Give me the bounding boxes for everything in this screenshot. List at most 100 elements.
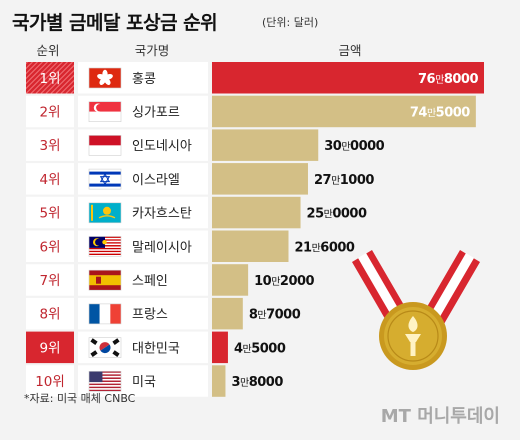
country-name: 프랑스 [132,308,168,323]
israel-flag-icon [88,168,122,190]
country-name: 홍콩 [132,72,156,87]
value-unit: 만 [427,107,436,119]
table-row: 3위 인도네시아 30만0000 [26,129,385,161]
spain-flag-icon [88,269,122,291]
france-flag-icon [88,303,122,325]
value-unit: 만 [240,377,249,389]
bar [212,264,249,296]
rank-label: 7위 [39,273,60,289]
value-rest: 6000 [320,240,355,255]
medal-inner-ring [387,310,439,362]
table-row: 8위 프랑스 8만7000 [26,297,301,330]
hong-kong-flag-icon [88,67,122,89]
table-row: 1위 홍콩 76만8000 [26,62,484,94]
value-unit: 만 [435,74,444,86]
value-unit: 만 [341,141,350,153]
medal-ribbon-right-stripe [430,253,474,320]
brand-logo: MT 머니투데이 [380,406,500,427]
rank-label: 6위 [39,239,60,255]
table-row: 9위 대한민국 4만5000 [26,331,286,364]
torch-handle [410,342,416,356]
rank-cell [26,230,74,262]
country-name: 카자흐스탄 [132,207,192,222]
rank-cell [26,163,74,195]
usa-flag-icon [88,370,122,392]
value-rest: 8000 [444,72,479,87]
bar [212,196,301,229]
value-label: 21만6000 [295,240,355,255]
rank-label: 1위 [39,71,60,87]
value-main: 74 [410,105,428,120]
rank-label: 10위 [35,374,65,390]
rank-hatch [45,64,74,94]
rank-cell [26,297,74,330]
value-main: 10 [254,274,272,289]
rank-label: 4위 [39,172,60,188]
value-label: 4만5000 [234,341,286,356]
rank-label: 5위 [39,206,60,222]
rank-hatch [26,62,38,75]
rank-hatch [30,62,63,94]
value-rest: 5000 [436,105,471,120]
value-label: 74만5000 [410,105,470,120]
singapore-flag-icon [88,101,122,122]
medal-ribbon-left-stripe [358,253,402,320]
country-name: 미국 [132,375,156,390]
malaysia-flag-icon [88,236,122,257]
value-label: 76만8000 [418,72,478,87]
value-rest: 2000 [280,274,315,289]
rank-cell [26,129,74,161]
table-row: 7위 스페인 10만2000 [26,264,315,296]
value-rest: 1000 [340,173,375,188]
gold-medal-icon [352,250,480,370]
bar [212,95,476,128]
rank-hatch [35,62,68,94]
rank-hatch [50,69,74,94]
rank-label: 2위 [39,104,60,120]
rank-cell [26,95,74,128]
rank-hatch [60,79,74,94]
value-unit: 만 [331,175,340,187]
bar [212,297,243,330]
table-row: 6위 말레이시아 21만6000 [26,230,355,262]
torch-flame-icon [408,316,418,332]
table-row: 5위 카자흐스탄 25만0000 [26,196,367,229]
value-label: 8만7000 [249,308,301,323]
country-name: 인도네시아 [132,139,192,154]
value-main: 3 [231,375,240,390]
indonesia-flag-icon [88,135,122,156]
rank-label: 9위 [39,340,60,356]
value-rest: 8000 [249,375,284,390]
rank-cell [26,264,74,296]
unit-note: (단위: 달러) [262,16,319,29]
table-row: 2위 싱가포르 74만5000 [26,95,476,128]
value-unit: 만 [324,209,333,221]
value-unit: 만 [271,276,280,288]
header-country: 국가명 [134,43,170,58]
rank-hatch [40,62,73,94]
table-row: 10위 미국 3만8000 [26,365,284,397]
header-amount: 금액 [338,43,362,58]
rank-hatch [26,62,28,65]
rank-cell [26,365,74,397]
rank-cell [26,331,74,364]
bar [212,331,228,364]
value-label: 30만0000 [324,139,384,154]
rank-cell [26,196,74,229]
header-rank: 순위 [36,43,60,58]
table-row: 4위 이스라엘 27만1000 [26,163,375,195]
country-name: 스페인 [132,274,168,289]
value-main: 4 [234,341,243,356]
rank-hatch [26,62,53,90]
rank-label: 8위 [39,307,60,323]
value-unit: 만 [242,343,251,355]
value-main: 30 [324,139,342,154]
bar [212,230,289,262]
bar [212,365,226,397]
value-main: 76 [418,72,436,87]
value-rest: 7000 [266,308,301,323]
rank-label: 3위 [39,138,60,154]
rank-hatch [26,62,33,70]
kazakhstan-flag-icon [88,202,122,224]
